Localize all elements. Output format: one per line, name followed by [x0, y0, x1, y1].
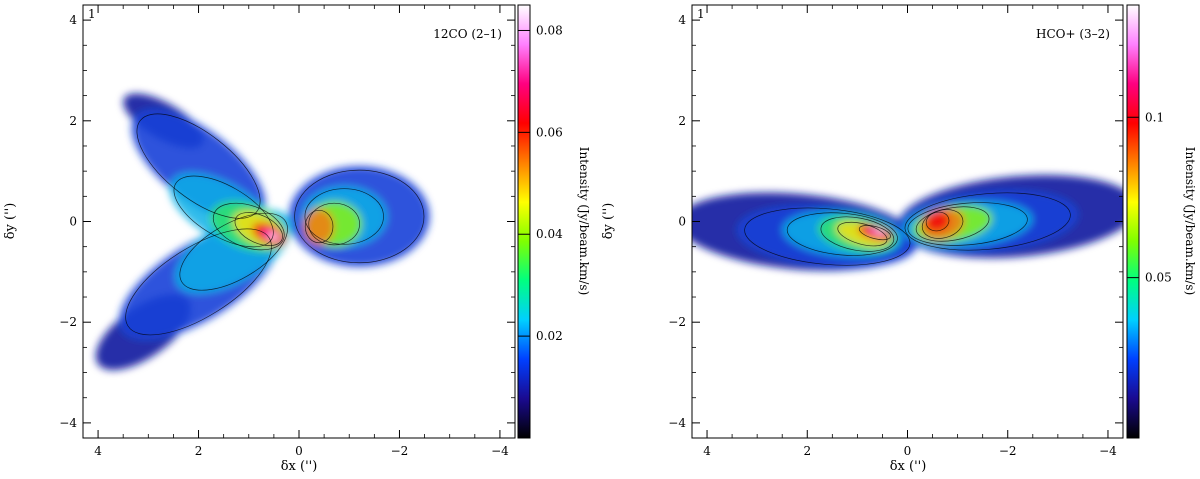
y-tick-label: 4	[69, 13, 77, 27]
contour-line	[179, 212, 288, 291]
contour-line	[308, 202, 360, 246]
contour-line	[744, 207, 911, 266]
intensity-map	[692, 174, 1123, 271]
x-axis-title: δx ('')	[281, 459, 318, 474]
panel-label: 1	[697, 7, 705, 21]
y-tick-label: 2	[69, 114, 77, 128]
map-title: 12CO (2–1)	[433, 27, 502, 41]
colorbar-tick-label: 0.1	[1145, 110, 1164, 124]
colorbar-title: Intensity (Jy/beam.km/s)	[1183, 147, 1197, 296]
colorbar-tick-label: 0.05	[1145, 271, 1172, 285]
colorbar-scale	[1126, 4, 1140, 439]
contour-line	[820, 216, 895, 252]
contour-line	[136, 113, 261, 219]
colorbar-tick-label: 0.04	[536, 227, 563, 241]
contour-line	[907, 202, 1028, 246]
y-tick-label: −4	[59, 416, 77, 430]
axis-ticks: 4 2 0 −2 −4 −4 −2 0 2 4	[668, 5, 1123, 458]
y-tick-label: 4	[678, 13, 686, 27]
emission-region	[925, 211, 950, 232]
colorbar-scale	[517, 4, 531, 439]
y-tick-label: 0	[678, 215, 686, 229]
colorbar-title: Intensity (Jy/beam.km/s)	[577, 147, 591, 296]
x-tick-label: 2	[803, 444, 811, 458]
x-tick-label: 4	[94, 444, 102, 458]
contour-line	[858, 225, 891, 241]
x-tick-label: −2	[999, 444, 1017, 458]
x-tick-label: −4	[491, 444, 509, 458]
contour-line	[304, 188, 384, 245]
colorbar: 0.02 0.04 0.06 0.08	[517, 4, 563, 439]
intensity-map	[95, 93, 430, 371]
contour-line	[786, 212, 898, 256]
y-axis-title: δy ('')	[601, 203, 616, 240]
contour-line	[925, 211, 950, 232]
x-axis-title: δx ('')	[890, 459, 927, 474]
colorbar-tick-label: 0.06	[536, 125, 563, 139]
x-tick-label: 4	[703, 444, 711, 458]
y-tick-label: 2	[678, 114, 686, 128]
x-tick-label: −4	[1099, 444, 1117, 458]
x-tick-label: 0	[295, 444, 303, 458]
contour-line	[915, 206, 990, 242]
map-panel-hcoplus: 4 2 0 −2 −4 −4 −2 0 2 4 1 HCO+ (3–2) δx ('') δy (…	[601, 4, 1197, 474]
contour-line	[212, 202, 285, 251]
map-title: HCO+ (3–2)	[1036, 27, 1110, 41]
emission-region	[876, 229, 884, 234]
y-tick-label: −4	[668, 416, 686, 430]
axis-ticks: 4 2 0 −2 −4 −4 −2 0 2 4	[59, 5, 515, 458]
y-tick-label: −2	[59, 315, 77, 329]
contour-line	[921, 209, 964, 239]
panel-label: 1	[88, 7, 96, 21]
emission-region	[304, 208, 335, 245]
colorbar-tick-label: 0.08	[536, 23, 563, 37]
contour-line	[125, 228, 272, 336]
map-panel-12co: 4 2 0 −2 −4 −4 −2 0 2 4 1 12CO (2–1) δx ('') δy (…	[3, 4, 591, 474]
contour-line	[904, 192, 1071, 251]
y-tick-label: 0	[69, 215, 77, 229]
x-tick-label: 2	[195, 444, 203, 458]
colorbar-tick-label: 0.02	[536, 329, 563, 343]
contour-line	[234, 212, 283, 246]
colorbar: 0.05 0.1	[1126, 4, 1172, 439]
contour-line	[304, 209, 334, 244]
y-tick-label: −2	[668, 315, 686, 329]
contour-line	[837, 221, 888, 247]
contour-line	[294, 169, 425, 264]
y-axis-title: δy ('')	[3, 203, 18, 240]
x-tick-label: 0	[904, 444, 912, 458]
x-tick-label: −2	[391, 444, 409, 458]
